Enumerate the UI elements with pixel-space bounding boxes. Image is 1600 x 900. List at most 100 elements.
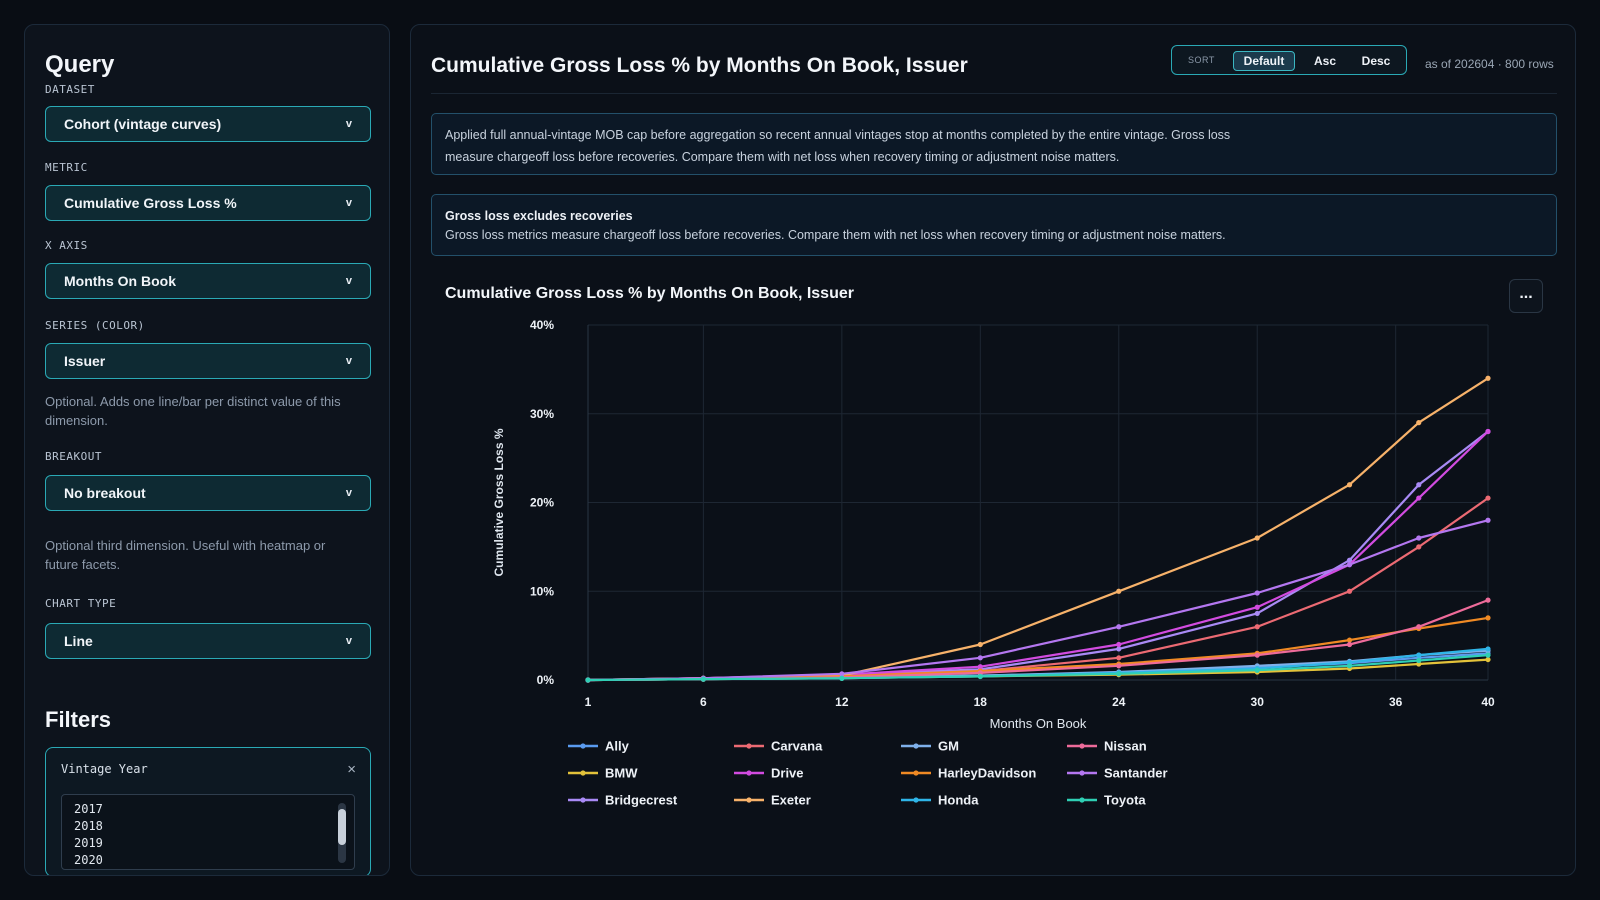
scrollbar-thumb[interactable]: [338, 809, 346, 845]
data-point-toyota: [1254, 667, 1260, 673]
legend-marker-gm: [913, 743, 919, 749]
chevron-down-icon: v: [345, 275, 352, 287]
y-tick-label: 30%: [530, 407, 554, 421]
series-label: SERIES (COLOR): [45, 319, 145, 332]
x-axis-value: Months On Book: [64, 273, 176, 289]
list-item[interactable]: 2019: [74, 836, 103, 850]
recoveries-warning: Gross loss excludes recoveries Gross los…: [431, 194, 1557, 256]
breakout-select[interactable]: No breakout v: [45, 475, 371, 511]
legend-label-santander: Santander: [1104, 766, 1168, 781]
chevron-down-icon: v: [345, 197, 352, 209]
legend-label-drive: Drive: [771, 766, 804, 781]
sort-asc-button[interactable]: Asc: [1313, 54, 1336, 68]
data-point-bridgecrest: [1116, 646, 1122, 652]
y-axis-title: Cumulative Gross Loss %: [492, 428, 506, 576]
aggregation-note-text: Applied full annual-vintage MOB cap befo…: [445, 128, 1231, 164]
data-point-nissan: [1254, 652, 1260, 658]
legend-marker-nissan: [1079, 743, 1085, 749]
legend-marker-bridgecrest: [580, 797, 586, 803]
series-value: Issuer: [64, 353, 106, 369]
y-tick-label: 10%: [530, 584, 554, 598]
legend-label-harleydavidson: HarleyDavidson: [938, 766, 1036, 781]
legend-label-honda: Honda: [938, 793, 979, 808]
chart-type-label: CHART TYPE: [45, 597, 117, 610]
data-point-carvana: [1116, 655, 1122, 661]
vintage-year-listbox[interactable]: 2017 2018 2019 2020: [61, 794, 355, 870]
data-point-drive: [1485, 428, 1491, 435]
y-tick-label: 20%: [530, 496, 554, 510]
data-point-exeter: [1485, 375, 1491, 381]
data-point-exeter: [1254, 535, 1260, 541]
vintage-year-label: Vintage Year: [61, 762, 148, 776]
legend-marker-bmw: [580, 770, 586, 776]
chevron-down-icon: v: [345, 355, 352, 367]
x-tick-label: 40: [1481, 695, 1495, 709]
close-icon[interactable]: ×: [347, 761, 356, 778]
dataset-value: Cohort (vintage curves): [64, 116, 222, 132]
legend-marker-exeter: [746, 797, 752, 803]
series-select[interactable]: Issuer v: [45, 343, 371, 379]
series-line-exeter: [587, 377, 1489, 682]
data-point-santander: [977, 655, 983, 661]
x-axis-select[interactable]: Months On Book v: [45, 263, 371, 299]
scrollbar[interactable]: [338, 803, 346, 863]
data-point-drive: [1254, 604, 1260, 610]
list-item[interactable]: 2020: [74, 853, 103, 867]
data-point-nissan: [1116, 663, 1122, 669]
dataset-select[interactable]: Cohort (vintage curves) v: [45, 106, 371, 142]
list-item[interactable]: 2017: [74, 802, 103, 816]
data-point-carvana: [1346, 588, 1353, 594]
y-tick-label: 0%: [537, 673, 555, 687]
legend-label-ally: Ally: [605, 739, 630, 754]
query-panel: Query DATASET Cohort (vintage curves) v …: [24, 24, 390, 876]
x-tick-label: 24: [1112, 695, 1126, 709]
legend-label-carvana: Carvana: [771, 739, 823, 754]
data-point-santander: [1254, 590, 1260, 596]
warning-text: Gross loss metrics measure chargeoff los…: [445, 228, 1226, 242]
metric-label: METRIC: [45, 161, 88, 174]
data-point-harleydavidson: [1346, 637, 1353, 643]
data-point-honda: [1485, 646, 1491, 652]
as-of-status: as of 202604 · 800 rows: [1425, 57, 1554, 71]
chart-type-select[interactable]: Line v: [45, 623, 371, 659]
data-point-toyota: [1485, 652, 1491, 658]
data-point-santander: [1416, 535, 1422, 541]
breakout-helper: Optional third dimension. Useful with he…: [45, 538, 326, 572]
data-point-carvana: [1254, 624, 1260, 630]
legend-marker-carvana: [746, 743, 752, 749]
legend-marker-santander: [1079, 770, 1085, 776]
breakout-value: No breakout: [64, 485, 146, 501]
y-tick-label: 40%: [530, 318, 554, 332]
more-options-button[interactable]: ...: [1509, 279, 1543, 313]
series-line-santander: [587, 519, 1489, 682]
sort-default-button[interactable]: Default: [1233, 51, 1295, 71]
sort-toggle-group: SORT Default Asc Desc: [1171, 45, 1407, 75]
chevron-down-icon: v: [345, 118, 352, 130]
main-panel: Cumulative Gross Loss % by Months On Boo…: [410, 24, 1576, 876]
x-tick-label: 1: [585, 695, 592, 709]
legend-label-toyota: Toyota: [1104, 793, 1146, 808]
x-tick-label: 36: [1389, 695, 1403, 709]
chart-type-value: Line: [64, 633, 93, 649]
sort-desc-button[interactable]: Desc: [1361, 54, 1391, 68]
legend-marker-harleydavidson: [913, 770, 919, 776]
metric-select[interactable]: Cumulative Gross Loss % v: [45, 185, 371, 221]
data-point-exeter: [1116, 588, 1122, 594]
legend-label-bmw: BMW: [605, 766, 638, 781]
data-point-toyota: [839, 675, 845, 681]
data-point-drive: [977, 664, 983, 670]
data-point-bridgecrest: [1416, 482, 1422, 488]
data-point-honda: [1416, 652, 1422, 658]
data-point-santander: [1346, 562, 1353, 568]
data-point-santander: [1116, 624, 1122, 630]
sort-label: SORT: [1188, 55, 1215, 65]
list-item[interactable]: 2018: [74, 819, 103, 833]
data-point-toyota: [1116, 671, 1122, 677]
x-tick-label: 12: [835, 695, 849, 709]
data-point-harleydavidson: [1485, 615, 1491, 621]
x-axis-title: Months On Book: [990, 716, 1087, 731]
chart-title: Cumulative Gross Loss % by Months On Boo…: [445, 285, 854, 302]
data-point-bmw: [1485, 656, 1491, 663]
breakout-label: BREAKOUT: [45, 450, 102, 463]
chevron-down-icon: v: [345, 635, 352, 647]
